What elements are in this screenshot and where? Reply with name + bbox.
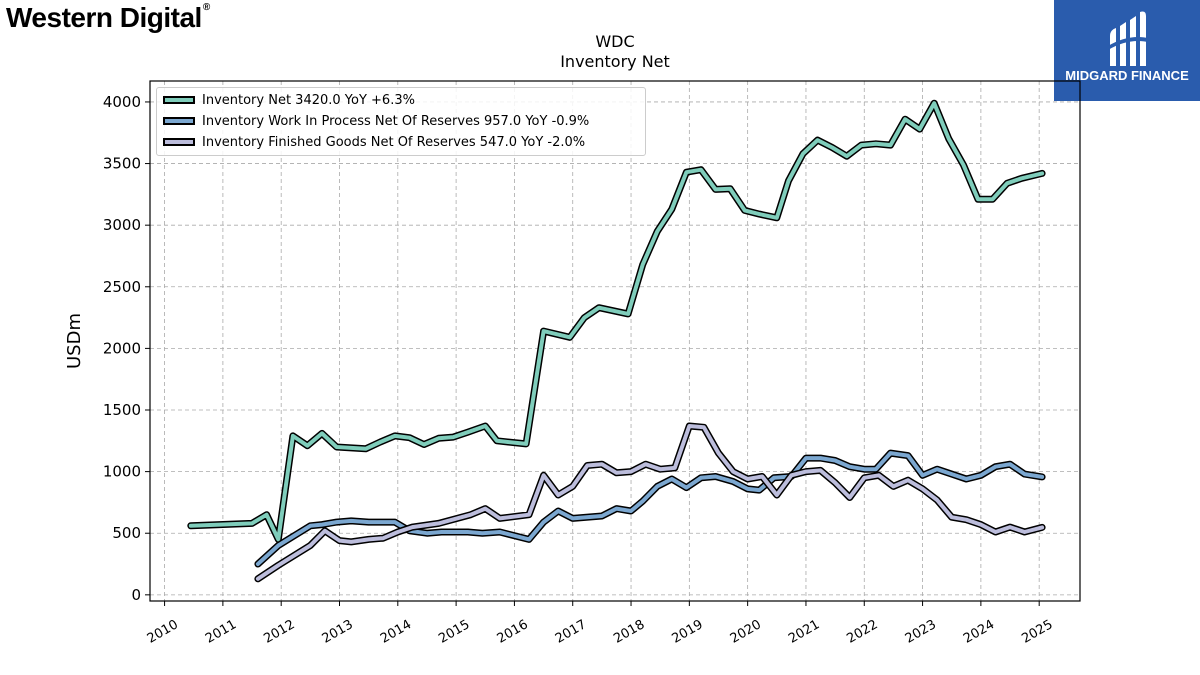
series-0-line (188, 101, 1045, 542)
y-tick-label: 3500 (103, 155, 141, 173)
registered-mark: ® (202, 2, 210, 13)
sponsor-name: MIDGARD FINANCE (1065, 68, 1189, 83)
y-tick-label: 1000 (103, 463, 141, 481)
grid-lines (150, 81, 1080, 601)
chart-subtitle: Inventory Net (560, 52, 670, 71)
legend-item-finished-goods: Inventory Finished Goods Net Of Reserves… (163, 133, 585, 151)
legend-swatch-work-in-process (163, 117, 195, 125)
x-tick-label: 2011 (203, 617, 239, 647)
series-2-outline (254, 422, 1046, 583)
x-tick-label: 2013 (320, 617, 356, 647)
x-tick-label: 2018 (611, 617, 647, 647)
series-2-line (255, 424, 1045, 581)
legend-swatch-inventory-net (163, 96, 195, 104)
series-1-line (255, 451, 1045, 566)
y-tick-label: 4000 (103, 93, 141, 111)
legend-item-work-in-process: Inventory Work In Process Net Of Reserve… (163, 112, 589, 130)
x-tick-label: 2024 (961, 617, 997, 647)
x-tick-label: 2022 (844, 617, 880, 647)
legend-label-inventory-net: Inventory Net 3420.0 YoY +6.3% (202, 92, 415, 108)
chart-legend: Inventory Net 3420.0 YoY +6.3% Inventory… (156, 87, 646, 156)
y-tick-label: 0 (131, 586, 141, 604)
x-tick-label: 2012 (261, 617, 297, 647)
legend-swatch-finished-goods (163, 138, 195, 146)
x-tick-label: 2020 (728, 617, 764, 647)
y-tick-label: 500 (112, 524, 141, 542)
sponsor-logo: MIDGARD FINANCE (1054, 0, 1200, 101)
legend-item-inventory-net: Inventory Net 3420.0 YoY +6.3% (163, 91, 415, 109)
y-tick-label: 2500 (103, 278, 141, 296)
x-tick-label: 2010 (145, 617, 181, 647)
x-tick-label: 2015 (436, 617, 472, 647)
x-tick-label: 2021 (786, 617, 822, 647)
legend-label-work-in-process: Inventory Work In Process Net Of Reserve… (202, 113, 590, 129)
x-tick-label: 2019 (670, 617, 706, 647)
sponsor-emblem-icon (1108, 11, 1148, 66)
chart-title-block: WDC Inventory Net (400, 32, 830, 72)
x-tick-label: 2023 (903, 617, 939, 647)
company-logo: Western Digital® (6, 2, 210, 34)
x-tick-label: 2017 (553, 617, 589, 647)
y-tick-label: 3000 (103, 216, 141, 234)
y-tick-label: 2000 (103, 339, 141, 357)
y-axis-label: USDm (64, 313, 85, 369)
x-tick-label: 2016 (495, 617, 531, 647)
x-tick-label: 2014 (378, 617, 414, 647)
x-tick-label: 2025 (1019, 617, 1055, 647)
x-axis: 2010 2011 2012 2013 2014 2015 2016 2017 2018 2019… (145, 601, 1056, 647)
y-axis: 0 500 1000 1500 2000 2500 3000 3500 4000 (103, 93, 150, 604)
chart-title: WDC (595, 32, 635, 51)
series-1-outline (254, 449, 1046, 568)
series-lines (187, 99, 1046, 583)
company-logo-text: Western Digital (6, 2, 202, 33)
legend-label-finished-goods: Inventory Finished Goods Net Of Reserves… (202, 134, 586, 150)
plot-frame (149, 80, 1081, 602)
y-tick-label: 1500 (103, 401, 141, 419)
